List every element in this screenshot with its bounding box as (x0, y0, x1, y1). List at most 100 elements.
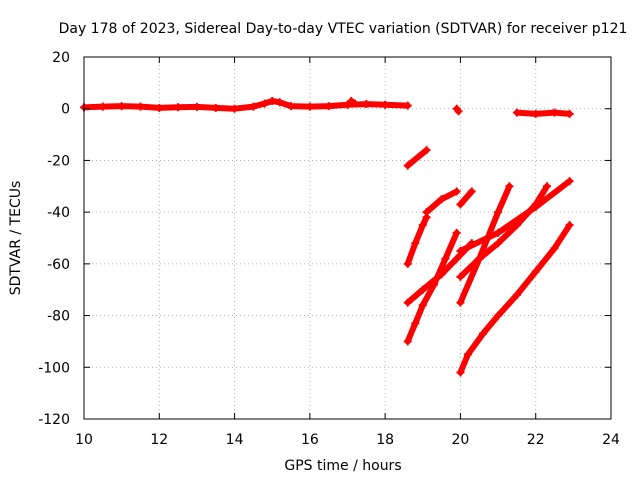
x-tick-label: 20 (452, 432, 470, 448)
x-tick-label: 10 (75, 432, 93, 448)
data-point (430, 280, 439, 289)
data-point (452, 254, 461, 263)
plot-frame (83, 56, 612, 420)
data-point (418, 285, 427, 294)
x-axis-label: GPS time / hours (284, 458, 401, 474)
y-tick-label: 0 (61, 102, 70, 118)
x-tick-label: 12 (150, 432, 168, 448)
data-point (403, 298, 412, 307)
data-point (249, 102, 258, 111)
data-point (531, 109, 540, 118)
series-isolated-19.9 (452, 104, 463, 116)
series-trace (457, 178, 573, 254)
data-point (403, 101, 412, 110)
data-point (437, 195, 446, 204)
y-tick-label: -20 (47, 153, 70, 169)
data-point (441, 254, 450, 263)
data-point (454, 107, 463, 116)
data-point (475, 254, 484, 263)
data-point (381, 100, 390, 109)
series-arc-h (456, 182, 552, 281)
data-point (512, 290, 521, 299)
series-trace (81, 98, 411, 112)
x-tick-label: 22 (527, 432, 545, 448)
data-point (418, 301, 427, 310)
x-tick-label: 14 (226, 432, 244, 448)
data-point (411, 319, 420, 328)
data-point (98, 102, 107, 111)
series-arc-j (456, 221, 574, 377)
data-point (343, 100, 352, 109)
series-trace (404, 214, 430, 267)
data-point (456, 368, 465, 377)
data-point (565, 109, 574, 118)
series-arc-a (403, 146, 431, 170)
series-trace (457, 183, 550, 280)
data-point (422, 146, 431, 155)
series-spike-17.1 (347, 96, 360, 108)
y-tick-label: -120 (38, 412, 70, 428)
data-point (494, 239, 503, 248)
data-point (305, 102, 314, 111)
data-point (494, 208, 503, 217)
data-point (287, 102, 296, 111)
x-tick-label: 18 (376, 432, 394, 448)
data-point (411, 239, 420, 248)
data-markers (80, 96, 574, 377)
series-arc-b (422, 187, 461, 217)
data-point (456, 246, 465, 255)
data-point (260, 99, 269, 108)
data-point (324, 102, 333, 111)
data-point (117, 102, 126, 111)
data-point (505, 182, 514, 191)
data-point (467, 187, 476, 196)
data-point (403, 161, 412, 170)
series-trace (404, 229, 460, 345)
data-point (351, 99, 360, 108)
data-point (463, 350, 472, 359)
y-tick-label: -40 (47, 205, 70, 221)
y-tick-label: 20 (52, 50, 70, 66)
data-point (268, 96, 277, 105)
y-tick-label: -100 (38, 360, 70, 376)
data-point (550, 108, 559, 117)
data-point (422, 213, 431, 222)
data-point (275, 98, 284, 107)
data-point (565, 177, 574, 186)
data-point (531, 267, 540, 276)
data-point (362, 100, 371, 109)
data-point (456, 200, 465, 209)
data-point (565, 221, 574, 230)
series-arc-f (456, 187, 476, 209)
data-point (155, 103, 164, 112)
y-tick-label: -80 (47, 309, 70, 325)
data-point (211, 103, 220, 112)
data-point (494, 311, 503, 320)
data-point (192, 102, 201, 111)
data-point (418, 221, 427, 230)
x-tick-label: 16 (301, 432, 319, 448)
y-axis-label: SDTVAR / TECUs (8, 181, 24, 296)
series-trace (457, 188, 475, 208)
data-point (531, 202, 540, 211)
series-trace (457, 222, 573, 376)
data-point (136, 102, 145, 111)
series-late (512, 108, 574, 118)
data-point (452, 228, 461, 237)
series-trace (513, 109, 573, 117)
data-point (456, 298, 465, 307)
data-point (403, 259, 412, 268)
chart-title: Day 178 of 2023, Sidereal Day-to-day VTE… (59, 21, 628, 37)
x-tick-label: 24 (602, 432, 620, 448)
data-point (403, 337, 412, 346)
data-point (452, 187, 461, 196)
data-point (494, 228, 503, 237)
series-arc-e (403, 228, 461, 346)
y-tick-label: -60 (47, 257, 70, 273)
data-point (230, 104, 239, 113)
series-arc-c (403, 213, 431, 268)
data-point (550, 244, 559, 253)
data-point (456, 272, 465, 281)
data-point (174, 103, 183, 112)
series-trace (404, 147, 430, 169)
